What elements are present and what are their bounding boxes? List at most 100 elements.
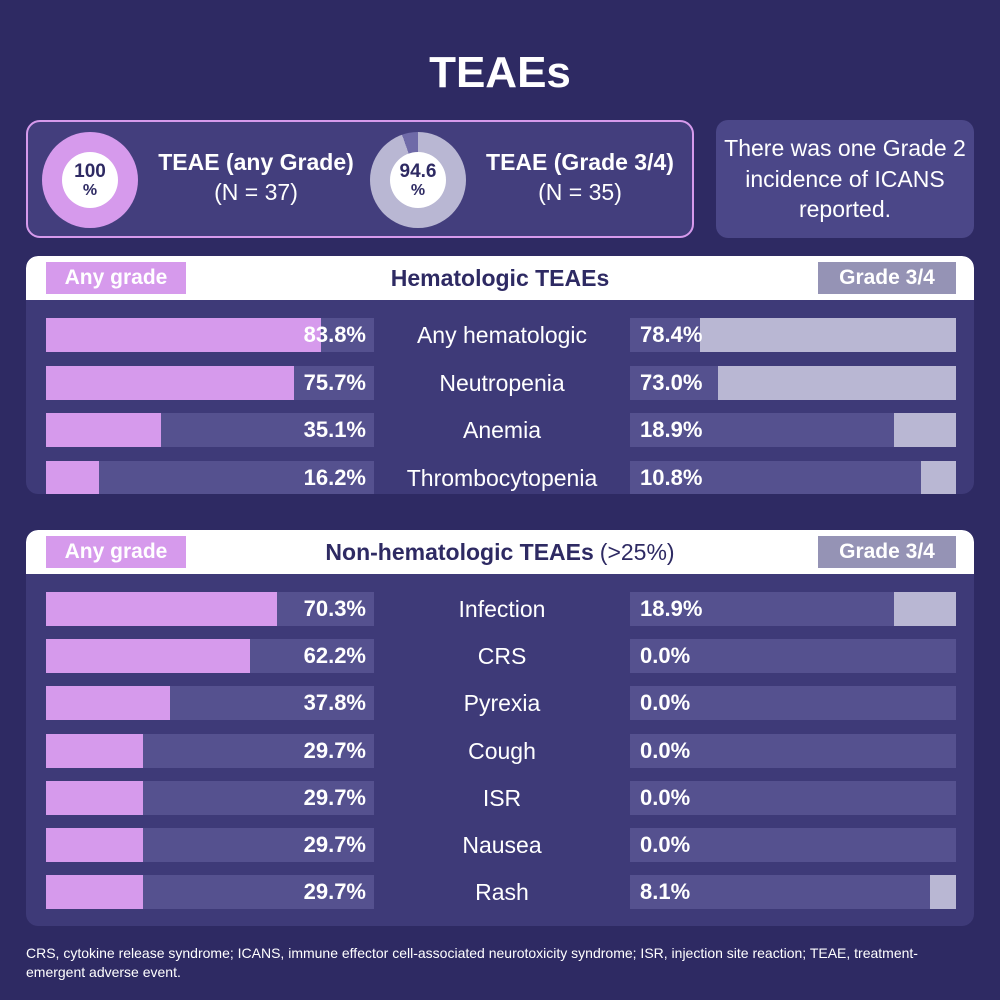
donut-value: 94.6 — [399, 160, 437, 182]
grade34-track: 78.4% — [630, 318, 956, 352]
bar-row: 75.7% Neutropenia 73.0% — [46, 365, 956, 400]
grade34-value: 10.8% — [640, 464, 703, 490]
grade34-track: 0.0% — [630, 780, 956, 815]
donut-center: 94.6 % — [390, 152, 446, 208]
grade34-track: 8.1% — [630, 875, 956, 910]
bar-row: 62.2% CRS 0.0% — [46, 639, 956, 674]
grade34-value: 8.1% — [640, 879, 691, 905]
any-grade-bar — [46, 365, 295, 400]
any-grade-value: 16.2% — [303, 464, 366, 490]
summary-box: 100 % TEAE (any Grade) (N = 37) 94.6 % T… — [26, 120, 694, 238]
any-grade-value: 83.8% — [303, 322, 366, 347]
bar-row: 29.7% ISR 0.0% — [46, 780, 956, 815]
any-grade-value: 35.1% — [303, 417, 366, 442]
any-grade-track: 29.7% — [46, 780, 374, 815]
any-grade-track: 29.7% — [46, 733, 374, 768]
donut-grade34: 94.6 % — [370, 132, 466, 228]
hematologic-panel: Hematologic TEAEs Any grade Grade 3/4 83… — [26, 256, 974, 494]
donut-unit: % — [82, 181, 98, 199]
category-label: ISR — [374, 780, 630, 815]
panel-header: Non-hematologic TEAEs (>25%) Any grade G… — [26, 530, 974, 574]
category-label: Any hematologic — [374, 318, 630, 352]
stat-title: TEAE (any Grade) — [158, 149, 354, 175]
category-label: CRS — [374, 639, 630, 674]
category-label: Pyrexia — [374, 686, 630, 721]
donut-value: 100 — [74, 160, 106, 182]
grade34-value: 0.0% — [640, 643, 691, 669]
any-grade-bar — [46, 592, 277, 626]
any-grade-track: 16.2% — [46, 460, 374, 494]
panel-title-wrap: Non-hematologic TEAEs (>25%) — [26, 530, 974, 574]
any-grade-bar — [46, 875, 144, 910]
icans-note: There was one Grade 2 incidence of ICANS… — [716, 120, 974, 238]
any-grade-bar — [46, 780, 144, 815]
panel-title: Hematologic TEAEs — [390, 264, 610, 291]
grade34-track: 18.9% — [630, 413, 956, 447]
category-label: Nausea — [374, 828, 630, 862]
panel-header: Hematologic TEAEs Any grade Grade 3/4 — [26, 256, 974, 300]
grade34-bar — [718, 365, 956, 400]
grade34-track: 73.0% — [630, 365, 956, 400]
category-label: Rash — [374, 875, 630, 910]
stat-label-any: TEAE (any Grade) (N = 37) — [152, 148, 360, 208]
any-grade-track: 83.8% — [46, 318, 374, 352]
grade34-value: 78.4% — [640, 322, 703, 347]
grade34-track: 0.0% — [630, 828, 956, 862]
stat-label-g34: TEAE (Grade 3/4) (N = 35) — [476, 148, 684, 208]
bar-row: 37.8% Pyrexia 0.0% — [46, 686, 956, 721]
grade34-bar — [920, 460, 956, 494]
panel-title: Non-hematologic TEAEs — [325, 538, 594, 565]
any-grade-track: 75.7% — [46, 365, 374, 400]
grade34-track: 18.9% — [630, 592, 956, 626]
bar-row: 29.7% Rash 8.1% — [46, 875, 956, 910]
any-grade-value: 29.7% — [303, 737, 366, 763]
any-grade-value: 70.3% — [303, 596, 366, 621]
footnote: CRS, cytokine release syndrome; ICANS, i… — [26, 945, 918, 980]
stat-n: (N = 37) — [214, 178, 298, 205]
grade34-track: 0.0% — [630, 733, 956, 768]
any-grade-track: 29.7% — [46, 828, 374, 862]
any-grade-value: 29.7% — [303, 879, 366, 905]
any-grade-track: 70.3% — [46, 592, 374, 626]
page-title: TEAEs — [429, 48, 571, 97]
grade34-value: 0.0% — [640, 690, 691, 716]
any-grade-bar — [46, 318, 321, 352]
any-grade-bar — [46, 639, 251, 674]
bar-row: 16.2% Thrombocytopenia 10.8% — [46, 460, 956, 494]
panel-title-wrap: Hematologic TEAEs — [26, 256, 974, 300]
any-grade-bar — [46, 828, 144, 862]
any-grade-value: 37.8% — [303, 690, 366, 716]
any-grade-value: 62.2% — [303, 643, 366, 669]
donut-center: 100 % — [62, 152, 118, 208]
stat-n: (N = 35) — [538, 178, 622, 205]
category-label: Thrombocytopenia — [374, 460, 630, 494]
donut-any-grade: 100 % — [42, 132, 138, 228]
any-grade-header: Any grade — [46, 536, 186, 568]
grade34-header: Grade 3/4 — [818, 262, 956, 294]
category-label: Cough — [374, 733, 630, 768]
panel-subtitle: (>25%) — [599, 538, 675, 565]
donut-unit: % — [410, 181, 426, 199]
grade34-bar — [700, 318, 956, 352]
any-grade-bar — [46, 733, 144, 768]
stat-title: TEAE (Grade 3/4) — [486, 149, 674, 175]
any-grade-bar — [46, 686, 170, 721]
grade34-value: 0.0% — [640, 784, 691, 810]
any-grade-bar — [46, 460, 100, 494]
grade34-value: 0.0% — [640, 737, 691, 763]
any-grade-bar — [46, 413, 162, 447]
grade34-value: 73.0% — [640, 369, 703, 395]
non-hematologic-panel: Non-hematologic TEAEs (>25%) Any grade G… — [26, 530, 974, 926]
grade34-track: 10.8% — [630, 460, 956, 494]
bar-row: 35.1% Anemia 18.9% — [46, 413, 956, 447]
grade34-track: 0.0% — [630, 639, 956, 674]
grade34-track: 0.0% — [630, 686, 956, 721]
grade34-value: 18.9% — [640, 596, 703, 621]
any-grade-track: 35.1% — [46, 413, 374, 447]
category-label: Neutropenia — [374, 365, 630, 400]
grade34-value: 0.0% — [640, 832, 691, 857]
grade34-header: Grade 3/4 — [818, 536, 956, 568]
any-grade-track: 29.7% — [46, 875, 374, 910]
bar-row: 70.3% Infection 18.9% — [46, 592, 956, 626]
category-label: Infection — [374, 592, 630, 626]
